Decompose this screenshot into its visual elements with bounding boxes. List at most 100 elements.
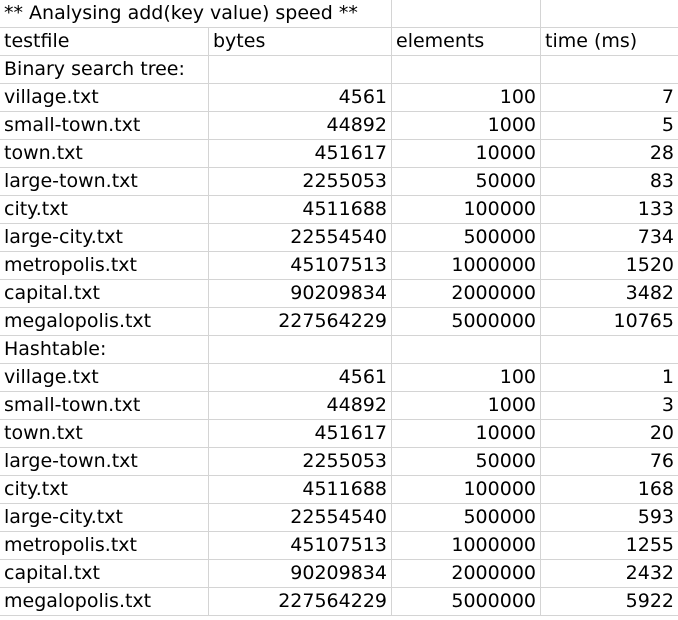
bytes-cell[interactable]: 4561 bbox=[209, 84, 392, 111]
elements-cell[interactable]: 500000 bbox=[392, 504, 541, 531]
time-cell[interactable]: 1255 bbox=[625, 534, 674, 556]
bytes-cell[interactable]: 44892 bbox=[209, 392, 392, 419]
testfile-cell[interactable]: megalopolis.txt bbox=[0, 588, 209, 615]
bytes-cell[interactable]: 45107513 bbox=[209, 252, 392, 279]
time-cell[interactable]: 2432 bbox=[625, 562, 674, 584]
testfile-cell[interactable]: megalopolis.txt bbox=[0, 308, 209, 335]
table-row: capital.txt 90209834 2000000 3482 bbox=[0, 280, 678, 308]
header-bytes[interactable]: bytes bbox=[209, 28, 392, 55]
bytes-cell[interactable]: 22554540 bbox=[209, 224, 392, 251]
time-cell[interactable]: 168 bbox=[637, 478, 674, 500]
bytes-cell[interactable]: 227564229 bbox=[209, 308, 392, 335]
bytes-cell[interactable]: 4561 bbox=[209, 364, 392, 391]
table-row: large-town.txt 2255053 50000 83 bbox=[0, 168, 678, 196]
elements-cell[interactable]: 100000 bbox=[392, 196, 541, 223]
time-cell[interactable]: 76 bbox=[649, 450, 674, 472]
cell-empty[interactable] bbox=[392, 56, 541, 83]
time-cell[interactable]: 133 bbox=[637, 198, 674, 220]
elements-cell[interactable]: 5000000 bbox=[392, 308, 541, 335]
elements-cell[interactable]: 1000000 bbox=[392, 252, 541, 279]
header-testfile[interactable]: testfile bbox=[0, 28, 209, 55]
elements-cell[interactable]: 50000 bbox=[392, 448, 541, 475]
elements-cell[interactable]: 500000 bbox=[392, 224, 541, 251]
time-cell[interactable]: 28 bbox=[649, 142, 674, 164]
table-row: metropolis.txt 45107513 1000000 1520 bbox=[0, 252, 678, 280]
testfile-cell[interactable]: village.txt bbox=[0, 364, 209, 391]
bytes-cell[interactable]: 451617 bbox=[209, 420, 392, 447]
section-label[interactable]: Hashtable: bbox=[0, 336, 209, 363]
cell-empty[interactable] bbox=[209, 56, 392, 83]
bytes-cell[interactable]: 45107513 bbox=[209, 532, 392, 559]
time-cell[interactable]: 3482 bbox=[625, 282, 674, 304]
testfile-cell[interactable]: village.txt bbox=[0, 84, 209, 111]
testfile-cell[interactable]: large-town.txt bbox=[0, 448, 209, 475]
bytes-cell[interactable]: 4511688 bbox=[209, 196, 392, 223]
table-row: small-town.txt 44892 1000 5 bbox=[0, 112, 678, 140]
time-cell[interactable]: 593 bbox=[637, 506, 674, 528]
cell-empty[interactable] bbox=[209, 336, 392, 363]
table-row: megalopolis.txt 227564229 5000000 10765 bbox=[0, 308, 678, 336]
cell-d1[interactable] bbox=[541, 0, 678, 27]
table-row: village.txt 4561 100 1 bbox=[0, 364, 678, 392]
cell-empty[interactable] bbox=[541, 336, 678, 363]
testfile-cell[interactable]: large-town.txt bbox=[0, 168, 209, 195]
table-row: city.txt 4511688 100000 168 bbox=[0, 476, 678, 504]
cell-b1[interactable] bbox=[209, 0, 392, 27]
time-cell[interactable]: 734 bbox=[637, 226, 674, 248]
bytes-cell[interactable]: 90209834 bbox=[209, 560, 392, 587]
testfile-cell[interactable]: small-town.txt bbox=[0, 112, 209, 139]
testfile-cell[interactable]: metropolis.txt bbox=[0, 252, 209, 279]
elements-cell[interactable]: 1000000 bbox=[392, 532, 541, 559]
elements-cell[interactable]: 50000 bbox=[392, 168, 541, 195]
testfile-cell[interactable]: town.txt bbox=[0, 140, 209, 167]
testfile-cell[interactable]: capital.txt bbox=[0, 560, 209, 587]
header-elements[interactable]: elements bbox=[392, 28, 541, 55]
testfile-cell[interactable]: city.txt bbox=[0, 476, 209, 503]
table-row: town.txt 451617 10000 20 bbox=[0, 420, 678, 448]
time-cell[interactable]: 5922 bbox=[625, 590, 674, 612]
bytes-cell[interactable]: 4511688 bbox=[209, 476, 392, 503]
testfile-cell[interactable]: city.txt bbox=[0, 196, 209, 223]
elements-cell[interactable]: 100 bbox=[392, 364, 541, 391]
testfile-cell[interactable]: large-city.txt bbox=[0, 224, 209, 251]
bytes-cell[interactable]: 90209834 bbox=[209, 280, 392, 307]
testfile-cell[interactable]: town.txt bbox=[0, 420, 209, 447]
time-cell[interactable]: 83 bbox=[649, 170, 674, 192]
elements-cell[interactable]: 2000000 bbox=[392, 560, 541, 587]
testfile-cell[interactable]: small-town.txt bbox=[0, 392, 209, 419]
elements-cell[interactable]: 2000000 bbox=[392, 280, 541, 307]
sheet-title[interactable]: ** Analysing add(key value) speed ** bbox=[4, 2, 358, 24]
testfile-cell[interactable]: large-city.txt bbox=[0, 504, 209, 531]
elements-cell[interactable]: 1000 bbox=[392, 112, 541, 139]
elements-cell[interactable]: 1000 bbox=[392, 392, 541, 419]
elements-cell[interactable]: 5000000 bbox=[392, 588, 541, 615]
time-cell[interactable]: 1520 bbox=[625, 254, 674, 276]
time-cell[interactable]: 7 bbox=[661, 86, 674, 108]
elements-cell[interactable]: 100000 bbox=[392, 476, 541, 503]
time-cell[interactable]: 20 bbox=[649, 422, 674, 444]
testfile-cell[interactable]: metropolis.txt bbox=[0, 532, 209, 559]
section-label[interactable]: Binary search tree: bbox=[0, 56, 209, 83]
time-cell[interactable]: 10765 bbox=[613, 310, 674, 332]
bytes-cell[interactable]: 2255053 bbox=[209, 448, 392, 475]
bytes-cell[interactable]: 44892 bbox=[209, 112, 392, 139]
section-label-row: Binary search tree: bbox=[0, 56, 678, 84]
testfile-cell[interactable]: capital.txt bbox=[0, 280, 209, 307]
cell-empty[interactable] bbox=[392, 336, 541, 363]
cell-c1[interactable] bbox=[392, 0, 541, 27]
bytes-cell[interactable]: 227564229 bbox=[209, 588, 392, 615]
elements-cell[interactable]: 100 bbox=[392, 84, 541, 111]
bytes-cell[interactable]: 22554540 bbox=[209, 504, 392, 531]
bytes-cell[interactable]: 451617 bbox=[209, 140, 392, 167]
table-row: large-city.txt 22554540 500000 734 bbox=[0, 224, 678, 252]
table-row: large-city.txt 22554540 500000 593 bbox=[0, 504, 678, 532]
time-cell[interactable]: 5 bbox=[661, 114, 674, 136]
cell-empty[interactable] bbox=[541, 56, 678, 83]
bytes-cell[interactable]: 2255053 bbox=[209, 168, 392, 195]
elements-cell[interactable]: 10000 bbox=[392, 140, 541, 167]
header-time[interactable]: time (ms) bbox=[545, 30, 638, 52]
time-cell[interactable]: 1 bbox=[661, 366, 674, 388]
header-row: testfile bytes elements time (ms) bbox=[0, 28, 678, 56]
elements-cell[interactable]: 10000 bbox=[392, 420, 541, 447]
time-cell[interactable]: 3 bbox=[661, 394, 674, 416]
